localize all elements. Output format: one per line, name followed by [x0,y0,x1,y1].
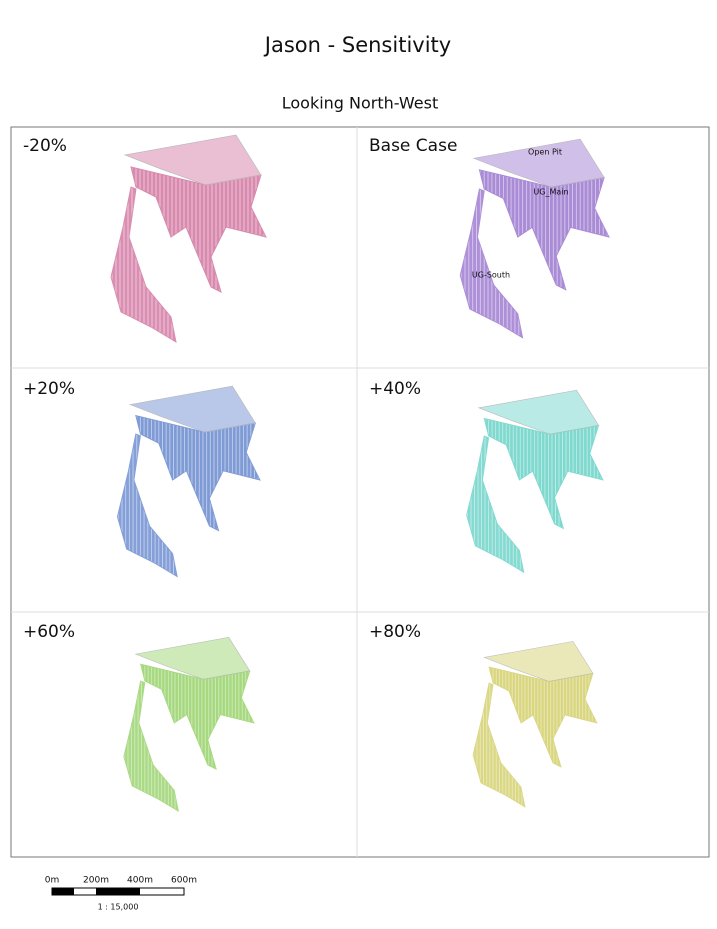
open-pit [472,138,605,188]
orebody: +60% [23,622,255,813]
open-pit [129,385,256,433]
scale-label: 200m [83,876,109,886]
open-pit [483,641,594,682]
ug-south [116,433,178,578]
panel-label: +20% [23,379,75,399]
open-pit [477,389,600,435]
orebody: +40% [369,379,604,574]
panel-label: +80% [369,622,421,642]
orebody-shape [116,385,261,578]
orebody: Base Case [369,136,610,339]
ug-main [135,414,261,532]
ug-south [110,186,177,344]
panel-label: -20% [23,136,67,156]
ug-main [488,666,598,768]
ug-south [459,188,524,339]
annotation: UG-South [472,271,510,280]
annotation: UG_Main [533,188,568,197]
orebody: +20% [23,379,261,578]
orebody-shape [123,636,255,813]
title: Jason - Sensitivity [263,33,451,57]
orebody-shape [472,641,598,808]
ug-south [472,682,526,808]
ug-main [483,417,604,530]
panel-label: Base Case [369,136,457,156]
orebody-shape [466,389,604,574]
ug-main [478,169,610,291]
orebody: +80% [369,622,598,808]
open-pit [123,134,262,186]
scale-ratio: 1 : 15,000 [98,903,139,912]
panel-label: +40% [369,379,421,399]
orebody-shape [459,138,610,339]
scale-label: 600m [171,876,197,886]
orebody-shape [110,134,267,344]
ug-main [140,663,255,771]
subtitle: Looking North-West [282,94,439,113]
open-pit [134,636,251,680]
orebody: -20% [23,134,267,344]
panel-label: +60% [23,622,75,642]
frame [10,126,710,858]
scale-bar: 0m 200m 400m 600m 1 : 15,000 [45,876,197,912]
scale-label: 0m [45,876,60,886]
ug-south [123,680,179,813]
ug-south [466,435,525,574]
ug-main [130,166,267,293]
scale-label: 400m [127,876,153,886]
annotation: Open Pit [528,148,562,157]
scale-segment [52,888,74,895]
scale-segment [96,888,140,895]
